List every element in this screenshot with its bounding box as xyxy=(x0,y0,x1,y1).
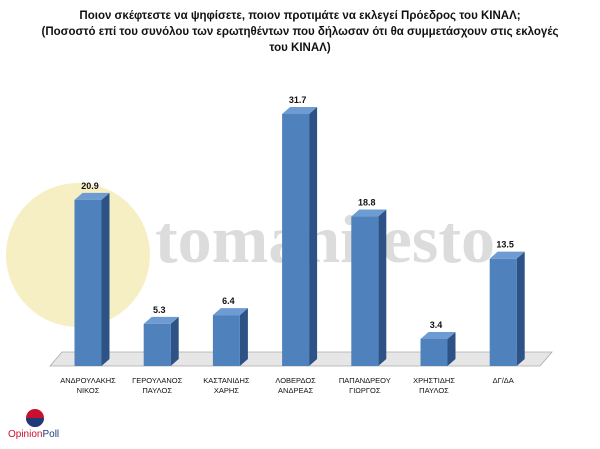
bar-top xyxy=(351,209,387,217)
bar xyxy=(143,323,171,366)
value-label: 5.3 xyxy=(153,305,166,315)
bar-top xyxy=(143,316,179,324)
x-tick-label: ΑΝΔΡΟΥΛΑΚΗΣ ΝΙΚΟΣ xyxy=(60,376,116,395)
x-tick-label: ΓΕΡΟΥΛΑΝΟΣ ΠΑΥΛΟΣ xyxy=(132,376,183,395)
bar-top xyxy=(212,308,248,316)
x-tick-label: ΠΑΠΑΝΔΡΕΟΥ ΓΙΩΡΓΟΣ xyxy=(338,376,391,395)
value-label: 31.7 xyxy=(289,95,307,105)
x-tick-label: ΚΑΣΤΑΝΙΔΗΣ ΧΑΡΗΣ xyxy=(203,376,250,395)
logo-half xyxy=(26,418,44,427)
logo-text: OpinionPoll xyxy=(8,429,59,440)
bar-top xyxy=(74,192,110,200)
bar-side xyxy=(170,316,179,366)
bar-side xyxy=(239,308,248,366)
bar-side xyxy=(378,209,387,366)
bar xyxy=(489,258,517,366)
bar xyxy=(74,199,102,366)
x-tick-label: ΛΟΒΕΡΔΟΣ ΑΝΔΡΕΑΣ xyxy=(275,376,316,395)
bar-top xyxy=(420,331,456,339)
value-label: 6.4 xyxy=(222,296,235,306)
logo-part: Opinion xyxy=(8,429,42,440)
value-label: 18.8 xyxy=(358,198,376,208)
bar xyxy=(282,114,310,366)
bar xyxy=(351,216,379,366)
bar-side xyxy=(447,331,456,366)
bar-top xyxy=(282,107,318,114)
chart-title: Ποιον σκέφτεστε να ψηφίσετε, ποιον προτι… xyxy=(79,10,521,22)
x-tick-label: ΧΡΗΣΤΙΔΗΣ ΠΑΥΛΟΣ xyxy=(413,376,455,395)
value-label: 3.4 xyxy=(430,320,443,330)
watermark: tomanifesto xyxy=(155,201,495,277)
x-tick-label: ΔΓ/ΔΑ xyxy=(492,376,514,385)
bar-top xyxy=(489,251,525,259)
bar-side xyxy=(516,251,525,366)
value-label: 13.5 xyxy=(496,240,514,250)
bar xyxy=(420,338,448,366)
bar-side xyxy=(309,107,318,366)
bar-side xyxy=(101,192,110,366)
chart-subtitle: (Ποσοστό επί του συνόλου των ερωτηθέντων… xyxy=(41,26,559,54)
bar xyxy=(212,315,240,366)
logo-part: Poll xyxy=(42,429,59,440)
value-label: 20.9 xyxy=(81,181,99,191)
